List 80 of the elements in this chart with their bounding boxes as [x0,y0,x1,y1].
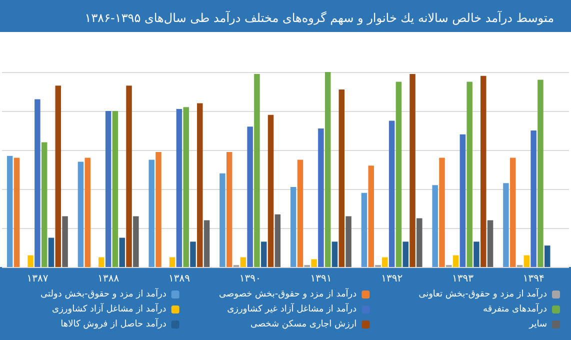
x-tick-label: ۱۳۹۱ [310,274,332,284]
legend-label: درآمد از مشاغل آزاد غیر کشاورزی [227,302,357,314]
bar [98,257,104,267]
legend-label: درآمد از مشاغل آزاد کشاورزی [52,302,166,314]
x-tick-label: ۱۳۹۴ [522,274,544,284]
bar [290,187,296,267]
bar [240,257,246,267]
bar [274,214,281,267]
bar [6,156,13,267]
bar [530,130,536,267]
bar [503,183,509,267]
bar [169,257,176,267]
bar [48,238,54,267]
legend-label: درآمد از مزد و حقوق-بخش خصوصی [219,288,357,300]
bar [204,220,210,267]
bar [220,173,226,267]
bar [474,242,480,267]
bar [34,99,40,267]
bar [148,160,154,267]
bar [432,185,438,267]
bar [388,120,395,267]
bar [324,72,331,267]
x-tick-label: ۱۳۸۹ [168,274,190,284]
legend-label: درآمد از مزد و حقوق-بخش دولتی [40,288,166,300]
bar [41,142,48,267]
legend-label: درآمد از مزد و حقوق-بخش تعاونی [418,288,547,300]
bar [439,158,445,267]
legend-label: درآمدهای متفرقه [483,302,547,314]
bar [226,152,232,267]
bar [338,90,345,267]
legend-label: ارزش اجاری مسکن شخصی [250,320,357,330]
bar [133,216,139,267]
bar [260,242,267,267]
legend-label: درآمد حاصل از فروش کالاها [60,318,166,330]
bar [524,255,530,267]
x-tick-label: ۱۳۸۸ [98,274,120,284]
chart-title: متوسط درآمد خالص سالانه یك خانوار و سهم گروه‌های مختلف درآمد طی سال‌های ۱۳۹۵-۱۳۸۶ [84,10,554,25]
bar [119,238,125,267]
bar [402,242,408,267]
legend-label: سایر [528,320,547,330]
bar [410,74,416,267]
bar [396,82,402,267]
bar [318,128,324,267]
bar [105,111,112,267]
x-tick-label: ۱۳۹۲ [381,274,403,284]
bar [538,80,544,267]
bar [197,103,203,267]
bar [183,107,189,267]
bar [28,255,34,267]
x-tick-label: ۱۳۸۷ [26,274,49,284]
x-tick-label: ۱۳۹۳ [452,274,474,284]
bar [368,166,374,267]
bar [254,74,260,267]
bar [311,259,317,267]
bar [84,158,90,267]
x-tick-label: ۱۳۹۰ [239,274,261,284]
bar [480,76,486,267]
bar [346,216,352,267]
bar [466,82,472,267]
bar [382,257,388,267]
bar [544,246,550,267]
bar [55,86,62,267]
bar [62,216,68,267]
bar [190,242,196,267]
bar [487,220,494,267]
bar [176,109,182,267]
bar [112,111,118,267]
bar [452,255,459,267]
bar [361,192,368,267]
bar [156,152,162,267]
bar [14,158,20,267]
bar [332,242,338,267]
bar [268,114,274,267]
bar [126,86,132,267]
bar [297,160,304,267]
bar [510,158,516,267]
bar [247,126,253,267]
bar [460,134,466,267]
bar [416,218,422,267]
bar [78,162,84,267]
